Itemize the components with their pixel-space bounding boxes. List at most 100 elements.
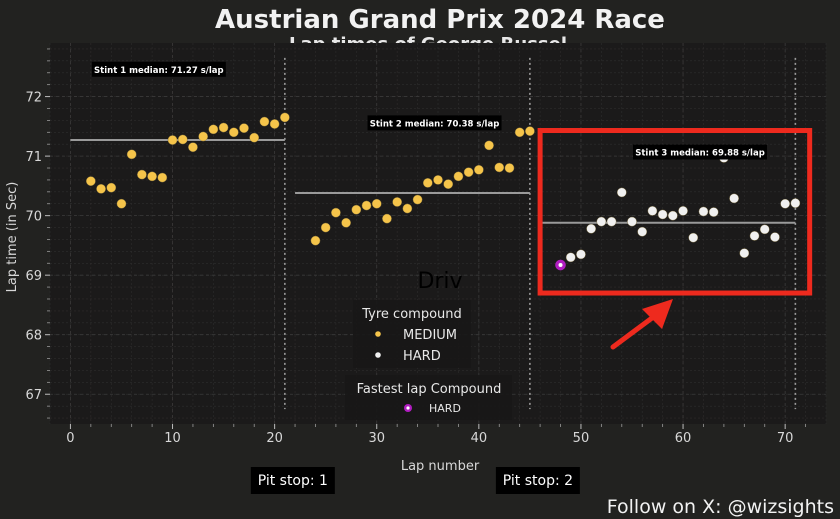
- lap-point: [474, 165, 484, 175]
- fastest-legend-box: [345, 375, 512, 420]
- lap-point: [280, 112, 290, 123]
- lap-point: [688, 232, 699, 243]
- legend-marker: [375, 331, 381, 337]
- lap-point: [228, 127, 239, 138]
- lap-point: [708, 207, 719, 217]
- lap-point: [361, 200, 372, 211]
- fastest-legend-title: Fastest lap Compound: [357, 382, 502, 397]
- lap-point: [565, 252, 576, 263]
- lap-point: [331, 207, 341, 218]
- lap-point: [249, 132, 260, 143]
- y-tick-label: 71: [25, 150, 42, 165]
- y-tick-label: 67: [25, 388, 42, 403]
- legend-marker: [375, 352, 381, 358]
- pit-stop-label-box: [250, 467, 335, 494]
- lap-point: [198, 131, 208, 142]
- footer-credit: Follow on X: @wizsights: [607, 496, 834, 518]
- pit-stop-label: Pit stop: 1: [258, 473, 328, 489]
- lap-point: [627, 216, 637, 227]
- lap-point: [188, 142, 198, 152]
- lap-point: [126, 149, 137, 160]
- x-axis-label: Lap number: [401, 459, 480, 474]
- lap-point: [586, 223, 596, 234]
- x-tick-label: 20: [266, 431, 283, 446]
- lap-point: [739, 248, 750, 258]
- lap-point: [657, 209, 668, 220]
- lap-point: [137, 169, 147, 180]
- x-tick-label: 40: [471, 431, 488, 446]
- lap-point: [106, 182, 117, 193]
- lap-point: [218, 122, 229, 133]
- lap-point: [443, 179, 454, 189]
- lap-point: [392, 197, 402, 207]
- lap-point: [320, 222, 331, 233]
- pit-stop-label-box: [495, 467, 580, 494]
- stint-median-label-box: [91, 61, 226, 77]
- x-tick-label: 50: [573, 431, 590, 446]
- legend-box: [353, 300, 471, 368]
- lap-point: [525, 126, 535, 136]
- lap-point: [749, 231, 760, 241]
- lap-point: [208, 124, 219, 135]
- x-tick-label: 70: [777, 431, 794, 446]
- lap-point: [351, 204, 362, 215]
- stint-median-label: Stint 3 median: 69.88 s/lap: [635, 149, 765, 159]
- lap-point: [422, 178, 433, 188]
- lap-point: [647, 206, 658, 216]
- lap-point: [698, 206, 709, 217]
- legend-label: HARD: [403, 349, 441, 364]
- lap-point: [116, 198, 127, 209]
- lap-point: [402, 203, 413, 214]
- lap-point: [310, 235, 321, 246]
- legend-label: MEDIUM: [403, 328, 457, 343]
- lap-point: [494, 162, 505, 173]
- highlight-arrow-head: [642, 299, 673, 329]
- lap-point: [453, 171, 464, 182]
- lap-point: [412, 194, 423, 205]
- x-tick-label: 10: [164, 431, 181, 446]
- lap-point: [371, 198, 382, 209]
- lap-point: [729, 193, 739, 204]
- lap-point: [616, 187, 627, 198]
- y-tick-label: 72: [25, 91, 42, 106]
- y-tick-label: 68: [25, 329, 42, 344]
- lap-point: [759, 224, 770, 235]
- lap-point: [790, 198, 801, 208]
- pit-stop-label: Pit stop: 2: [503, 473, 573, 489]
- lap-point: [463, 167, 474, 177]
- y-axis-label: Lap time (in Sec): [5, 182, 20, 293]
- lap-point: [433, 175, 443, 185]
- lap-point: [157, 172, 168, 183]
- stint-median-label: Stint 1 median: 71.27 s/lap: [94, 66, 224, 76]
- lap-point: [637, 226, 648, 237]
- highlight-arrow-shaft: [610, 315, 655, 350]
- lap-point: [382, 213, 392, 224]
- lap-point: [96, 184, 106, 194]
- watermark-text: Driv: [417, 269, 462, 294]
- x-tick-label: 60: [675, 431, 692, 446]
- lap-point: [484, 140, 494, 151]
- x-tick-label: 0: [66, 431, 74, 446]
- lap-point: [780, 198, 790, 209]
- stint-median-label-box: [367, 115, 502, 131]
- lap-point: [576, 249, 586, 260]
- lap-point: [504, 163, 515, 173]
- x-tick-label: 30: [368, 431, 385, 446]
- lap-point: [147, 171, 157, 182]
- highlight-box: [537, 128, 813, 296]
- stint-median-label-box: [633, 144, 767, 160]
- lap-point: [239, 123, 249, 133]
- y-tick-label: 70: [25, 210, 42, 225]
- lap-point: [341, 217, 351, 228]
- lap-point: [596, 216, 607, 227]
- lap-point: [269, 119, 280, 129]
- fastest-legend-marker-core: [406, 406, 410, 410]
- lap-point: [770, 232, 780, 242]
- chart-title: Austrian Grand Prix 2024 Race: [215, 5, 665, 35]
- lap-point: [259, 116, 270, 127]
- legend-title: Tyre compound: [361, 307, 462, 322]
- lap-point: [167, 135, 178, 145]
- lap-point: [177, 134, 188, 145]
